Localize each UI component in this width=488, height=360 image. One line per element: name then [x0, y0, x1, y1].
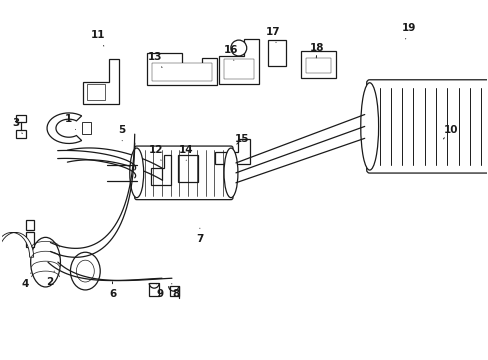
- Text: 17: 17: [266, 27, 280, 42]
- Text: 13: 13: [147, 52, 162, 67]
- FancyBboxPatch shape: [135, 146, 232, 200]
- Polygon shape: [149, 283, 159, 296]
- Text: 10: 10: [443, 125, 457, 139]
- Polygon shape: [83, 59, 119, 104]
- Polygon shape: [26, 220, 34, 230]
- Polygon shape: [224, 59, 253, 79]
- Text: 1: 1: [65, 114, 76, 130]
- Polygon shape: [169, 286, 178, 296]
- Ellipse shape: [31, 237, 61, 287]
- Polygon shape: [16, 114, 26, 122]
- Polygon shape: [301, 51, 335, 78]
- Text: 12: 12: [149, 145, 163, 160]
- FancyBboxPatch shape: [366, 80, 488, 173]
- Ellipse shape: [129, 148, 143, 198]
- Polygon shape: [87, 84, 105, 100]
- Polygon shape: [151, 156, 171, 185]
- Polygon shape: [147, 53, 216, 85]
- Polygon shape: [16, 130, 26, 138]
- Polygon shape: [81, 122, 90, 134]
- Text: 16: 16: [223, 45, 238, 60]
- Text: 15: 15: [234, 134, 249, 144]
- Text: 3: 3: [12, 118, 22, 134]
- Ellipse shape: [70, 252, 100, 290]
- Polygon shape: [306, 58, 330, 73]
- Text: 4: 4: [21, 273, 31, 289]
- Text: 18: 18: [309, 43, 324, 58]
- Text: 5: 5: [119, 125, 125, 141]
- Ellipse shape: [360, 83, 378, 170]
- Polygon shape: [26, 233, 34, 247]
- Text: 7: 7: [196, 228, 203, 244]
- Polygon shape: [267, 40, 285, 66]
- Polygon shape: [152, 63, 211, 81]
- Text: 9: 9: [156, 284, 163, 299]
- Polygon shape: [47, 113, 81, 144]
- Text: 14: 14: [179, 145, 193, 160]
- Circle shape: [230, 40, 246, 56]
- Text: 8: 8: [171, 284, 179, 299]
- Text: 2: 2: [46, 271, 54, 287]
- Polygon shape: [219, 39, 258, 84]
- Text: 19: 19: [402, 23, 416, 39]
- Ellipse shape: [224, 148, 238, 198]
- Polygon shape: [178, 156, 198, 182]
- Text: 11: 11: [91, 30, 105, 46]
- Text: 6: 6: [109, 282, 116, 299]
- Polygon shape: [0, 233, 34, 257]
- Polygon shape: [215, 139, 249, 164]
